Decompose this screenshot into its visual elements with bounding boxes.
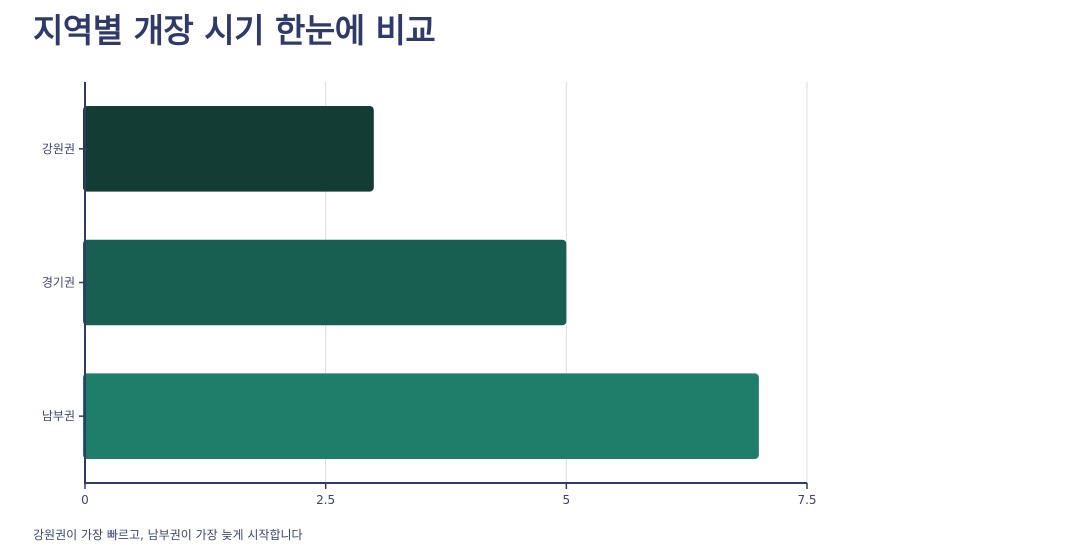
x-tick-label: 7.5 bbox=[797, 493, 816, 507]
x-tick-label: 0 bbox=[81, 493, 89, 507]
chart-title: 지역별 개장 시기 한눈에 비교 bbox=[33, 11, 436, 50]
bar bbox=[83, 106, 374, 192]
bars bbox=[83, 106, 759, 459]
y-tick-label: 경기권 bbox=[42, 276, 75, 290]
bar bbox=[83, 239, 567, 326]
bar bbox=[83, 373, 759, 459]
y-tick-label: 남부권 bbox=[42, 409, 75, 423]
y-tick-label: 강원권 bbox=[42, 142, 75, 156]
chart-caption: 강원권이 가장 빠르고, 남부권이 가장 늦게 시작합니다 bbox=[33, 528, 303, 542]
x-tick-label: 5 bbox=[563, 493, 571, 507]
x-tick-label: 2.5 bbox=[316, 493, 335, 507]
